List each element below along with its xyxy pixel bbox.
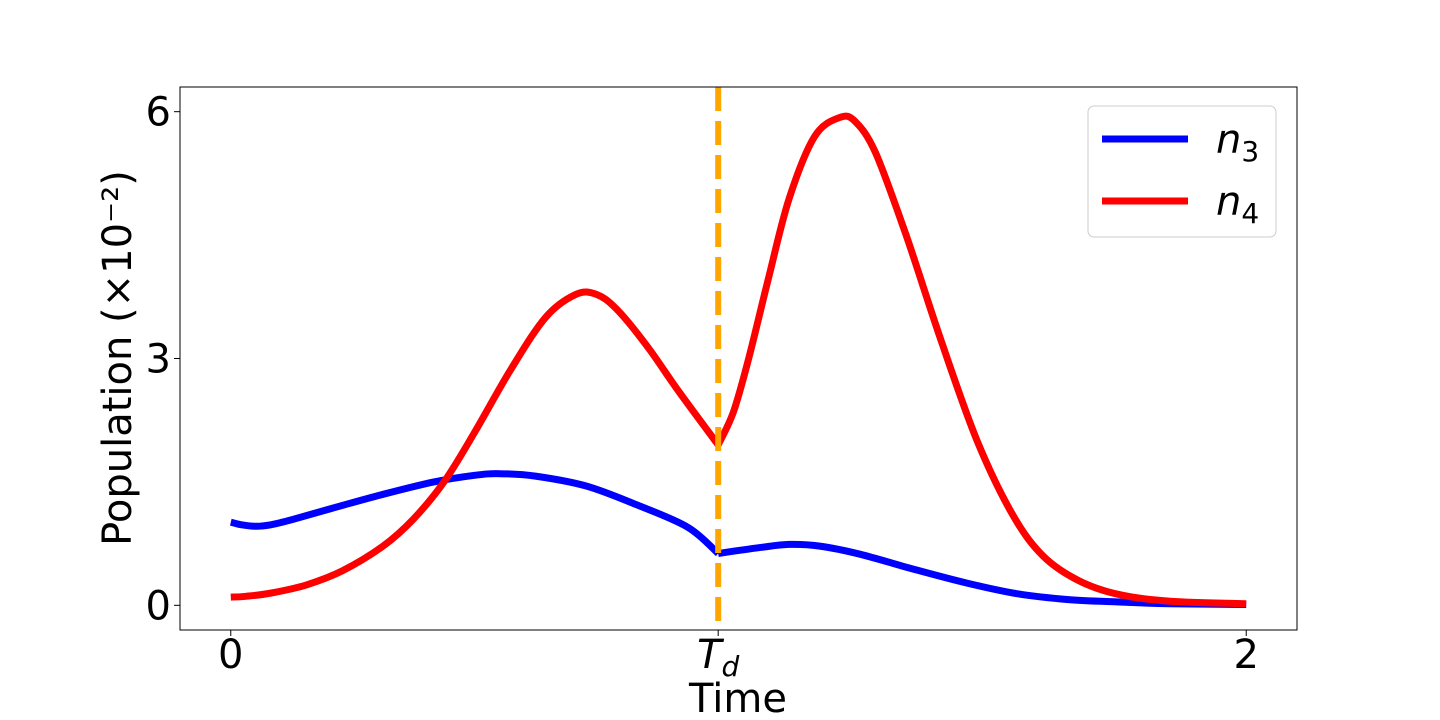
legend-label-n3: n3	[1216, 117, 1259, 168]
x-axis: 0 Td 2	[218, 630, 1259, 683]
y-axis: 0 3 6	[146, 90, 180, 629]
y-tick-label: 6	[146, 90, 171, 136]
x-axis-title: Time	[688, 676, 787, 720]
x-tick-label: 0	[218, 632, 243, 678]
y-axis-title: Population (×10⁻²)	[95, 170, 141, 546]
legend-label-n4: n4	[1216, 179, 1259, 230]
series-line-n3	[229, 470, 1247, 608]
y-tick-label: 3	[146, 337, 171, 383]
y-tick-label: 0	[146, 583, 171, 629]
series-line-n4	[230, 112, 1247, 608]
x-tick-label: 2	[1234, 632, 1259, 678]
series-layer	[229, 112, 1247, 608]
x-tick-label: Td	[697, 632, 739, 683]
